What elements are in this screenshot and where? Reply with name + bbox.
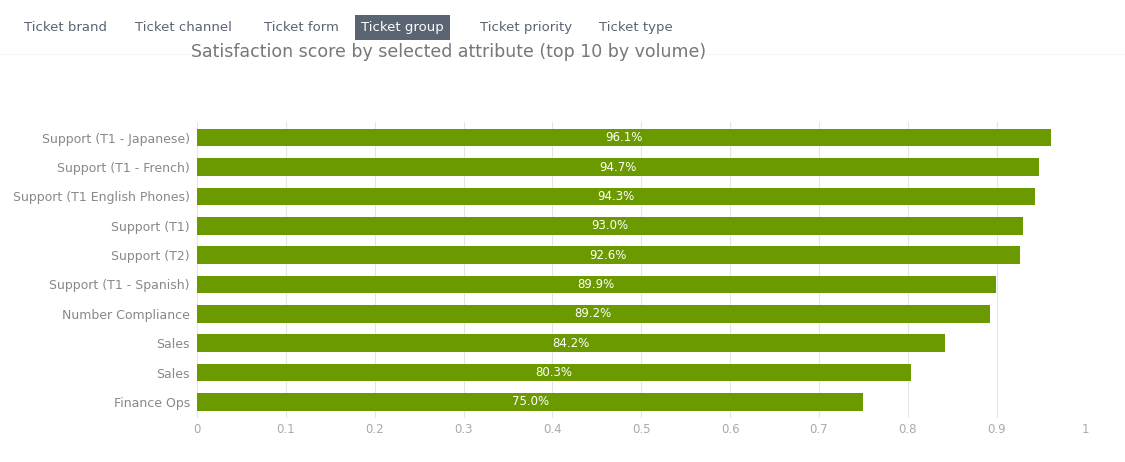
Text: Ticket group: Ticket group [361, 21, 444, 34]
Text: Ticket priority: Ticket priority [480, 21, 573, 34]
Text: 84.2%: 84.2% [552, 337, 590, 350]
Text: Ticket channel: Ticket channel [135, 21, 232, 34]
Text: 89.2%: 89.2% [575, 307, 612, 320]
Text: 96.1%: 96.1% [605, 131, 642, 144]
Bar [197, 188, 1035, 205]
Bar [197, 364, 910, 382]
Text: Satisfaction score by selected attribute (top 10 by volume): Satisfaction score by selected attribute… [191, 43, 706, 61]
Text: 94.3%: 94.3% [597, 190, 634, 203]
Text: Ticket form: Ticket form [264, 21, 339, 34]
Bar [197, 305, 990, 322]
Text: 94.7%: 94.7% [598, 160, 637, 174]
Text: Ticket type: Ticket type [598, 21, 673, 34]
Bar [197, 129, 1051, 146]
Bar [197, 334, 945, 352]
Text: 93.0%: 93.0% [592, 219, 629, 232]
Bar [197, 158, 1038, 176]
Text: 75.0%: 75.0% [512, 395, 549, 408]
Text: Ticket brand: Ticket brand [24, 21, 107, 34]
Bar [197, 217, 1024, 235]
Bar [197, 276, 996, 293]
Bar [197, 246, 1020, 264]
Bar [197, 393, 864, 411]
Text: 89.9%: 89.9% [578, 278, 615, 291]
Text: 92.6%: 92.6% [590, 249, 627, 261]
Text: 80.3%: 80.3% [536, 366, 573, 379]
